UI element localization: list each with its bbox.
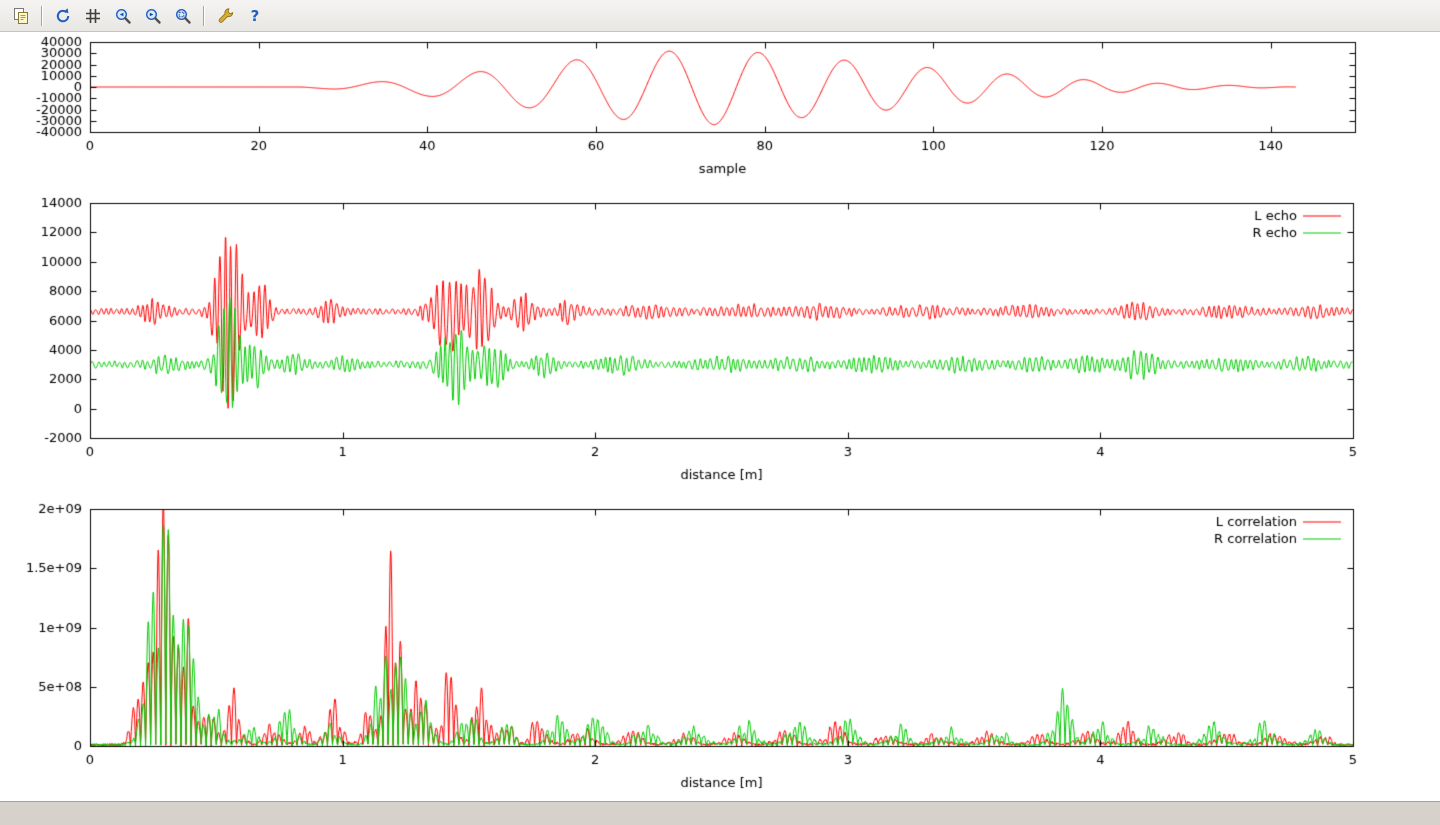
toolbar-separator [41, 5, 43, 26]
replot-icon [56, 7, 70, 22]
copy-button[interactable] [8, 3, 34, 29]
autoscale-button[interactable] [170, 3, 196, 29]
zoom-previous-icon [115, 8, 131, 24]
replot-button[interactable] [50, 3, 76, 29]
toolbar: ? [0, 0, 1440, 32]
help-icon: ? [251, 7, 260, 25]
grid-icon [86, 8, 100, 23]
autoscale-icon [175, 8, 191, 24]
zoom-previous-button[interactable] [110, 3, 136, 29]
copy-icon [14, 7, 28, 24]
configure-button[interactable] [212, 3, 238, 29]
grid-button[interactable] [80, 3, 106, 29]
configure-icon [218, 7, 234, 23]
correlation-plot[interactable] [90, 509, 1353, 746]
toolbar-separator [203, 5, 205, 26]
svg-text:?: ? [251, 7, 260, 25]
help-button[interactable]: ? [242, 3, 268, 29]
sample-waveform-plot[interactable] [90, 42, 1355, 132]
echo-plot[interactable] [90, 203, 1353, 438]
status-bar [0, 801, 1440, 825]
zoom-next-icon [145, 8, 161, 24]
zoom-next-button[interactable] [140, 3, 166, 29]
plots-canvas[interactable] [0, 32, 1440, 801]
